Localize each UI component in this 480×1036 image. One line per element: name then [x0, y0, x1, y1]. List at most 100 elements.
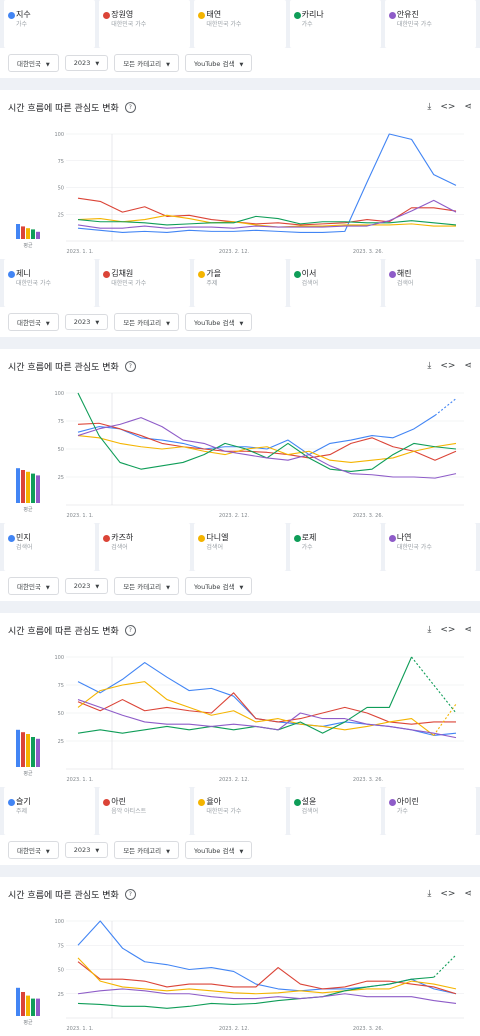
filter-dropdown[interactable]: 모든 카테고리 ▼ — [114, 54, 179, 72]
filter-dropdown[interactable]: 대한민국 ▼ — [8, 577, 59, 595]
help-icon[interactable]: ? — [124, 101, 136, 113]
filter-dropdown[interactable]: 모든 카테고리 ▼ — [114, 841, 179, 859]
help-icon[interactable]: ? — [124, 888, 136, 900]
average-label: 평균 — [23, 770, 33, 777]
average-bar — [36, 231, 40, 239]
search-term-card[interactable]: 카리나 가수 — [289, 0, 381, 48]
average-label: 평균 — [23, 1019, 33, 1026]
filter-dropdown[interactable]: 대한민국 ▼ — [8, 313, 59, 331]
search-term-card[interactable]: 아이린 가수 — [384, 787, 477, 835]
filter-dropdown[interactable]: 대한민국 ▼ — [8, 54, 59, 72]
filter-dropdown[interactable]: 2023 ▼ — [64, 842, 109, 858]
term-color-dot — [293, 799, 301, 806]
code-icon[interactable]: <> — [440, 102, 456, 112]
x-tick-label: 2023. 3. 26. — [353, 249, 384, 255]
filter-dropdown[interactable]: YouTube 검색 ▼ — [185, 577, 253, 595]
caret-down-icon: ▼ — [239, 321, 244, 327]
search-term-card[interactable]: 나연 대한민국 가수 — [384, 523, 477, 571]
series-line — [77, 988, 457, 1004]
filter-dropdown[interactable]: 2023 ▼ — [64, 314, 109, 330]
filter-dropdown[interactable]: 모든 카테고리 ▼ — [114, 313, 179, 331]
download-icon[interactable]: ⤓ — [427, 102, 432, 112]
help-icon[interactable]: ? — [124, 360, 136, 372]
caret-down-icon: ▼ — [45, 585, 50, 591]
download-icon[interactable]: ⤓ — [427, 361, 432, 371]
search-term-card[interactable]: 태연 대한민국 가수 — [194, 0, 286, 48]
filter-label: YouTube 검색 — [194, 319, 235, 327]
filter-bar: 대한민국 ▼ 2023 ▼ 모든 카테고리 ▼ YouTube 검색 ▼ — [0, 835, 480, 865]
share-icon[interactable]: ⋖ — [464, 625, 472, 635]
average-bar — [21, 732, 25, 767]
share-icon[interactable]: ⋖ — [464, 889, 472, 899]
term-category: 대한민국 가수 — [396, 21, 432, 28]
filter-dropdown[interactable]: 2023 ▼ — [64, 55, 109, 71]
code-icon[interactable]: <> — [440, 361, 456, 371]
search-term-card[interactable]: 장원영 대한민국 가수 — [99, 0, 191, 48]
search-term-card[interactable]: 설윤 검색어 — [289, 787, 381, 835]
filter-dropdown[interactable]: YouTube 검색 ▼ — [185, 841, 253, 859]
search-term-card[interactable]: 다니엘 검색어 — [194, 523, 286, 571]
search-term-card[interactable]: 김채원 대한민국 가수 — [99, 259, 191, 307]
average-bar — [36, 738, 40, 767]
term-category: 주제 — [206, 280, 218, 287]
share-icon[interactable]: ⋖ — [464, 361, 472, 371]
series-line — [77, 422, 457, 461]
term-color-dot — [103, 12, 111, 19]
code-icon[interactable]: <> — [440, 625, 456, 635]
share-icon[interactable]: ⋖ — [464, 102, 472, 112]
term-name: 해린 — [396, 269, 412, 278]
card-actions: ⤓ <> ⋖ — [427, 889, 472, 899]
term-category: 대한민국 가수 — [16, 280, 52, 287]
search-term-card[interactable]: 율아 대한민국 가수 — [194, 787, 286, 835]
x-tick-label: 2023. 1. 1. — [66, 1026, 93, 1032]
section-gap — [0, 601, 480, 613]
term-name: 가을 — [206, 269, 222, 278]
term-name: 아이린 — [396, 797, 419, 806]
download-icon[interactable]: ⤓ — [427, 889, 432, 899]
x-tick-label: 2023. 1. 1. — [66, 777, 93, 783]
series-forecast-line — [434, 398, 457, 416]
search-term-card[interactable]: 해린 검색어 — [384, 259, 477, 307]
search-term-card[interactable]: 아린 음악 아티스트 — [99, 787, 191, 835]
help-icon[interactable]: ? — [124, 624, 136, 636]
y-tick-label: 75 — [58, 683, 64, 689]
term-category: 대한민국 가수 — [206, 21, 242, 28]
term-category: 검색어 — [111, 544, 128, 551]
card-title: 시간 흐름에 따른 관심도 변화 — [8, 103, 119, 114]
line-chart: 평균 25 50 75 100 2023. 1. 1. 2023. 2. 12. 2023. … — [16, 132, 464, 255]
caret-down-icon: ▼ — [166, 321, 170, 327]
filter-dropdown[interactable]: YouTube 검색 ▼ — [185, 313, 253, 331]
search-term-card[interactable]: 카즈하 검색어 — [99, 523, 191, 571]
section-gap — [0, 78, 480, 90]
search-term-card[interactable]: 이서 검색어 — [289, 259, 381, 307]
series-line — [77, 215, 457, 226]
download-icon[interactable]: ⤓ — [427, 625, 432, 635]
card-title: 시간 흐름에 따른 관심도 변화 — [8, 626, 119, 637]
code-icon[interactable]: <> — [440, 889, 456, 899]
term-name: 제니 — [16, 269, 31, 278]
search-terms-row: 제니 대한민국 가수 김채원 대한민국 가수 가을 주제 이서 검색어 해린 검색어 — [0, 259, 480, 307]
filter-dropdown[interactable]: 모든 카테고리 ▼ — [114, 577, 179, 595]
interest-over-time-card: 시간 흐름에 따른 관심도 변화? ⤓ <> ⋖ 평균 25 50 75 100 2023. 1.… — [0, 349, 480, 523]
term-color-dot — [8, 799, 15, 806]
x-tick-label: 2023. 2. 12. — [219, 513, 250, 519]
search-term-card[interactable]: 로제 가수 — [289, 523, 381, 571]
filter-dropdown[interactable]: 2023 ▼ — [64, 578, 109, 594]
series-line — [77, 199, 457, 229]
term-name: 안유진 — [396, 10, 419, 19]
filter-label: 대한민국 — [17, 583, 41, 591]
term-category: 주제 — [16, 808, 28, 815]
term-name: 다니엘 — [206, 533, 229, 542]
filter-dropdown[interactable]: 대한민국 ▼ — [8, 841, 59, 859]
term-color-dot — [293, 271, 301, 278]
card-header: 시간 흐름에 따른 관심도 변화? ⤓ <> ⋖ — [0, 349, 480, 383]
filter-dropdown[interactable]: YouTube 검색 ▼ — [185, 54, 253, 72]
term-name: 슬기 — [16, 797, 31, 806]
search-term-card[interactable]: 민지 검색어 — [4, 523, 96, 571]
search-term-card[interactable]: 지수 가수 — [4, 0, 96, 48]
